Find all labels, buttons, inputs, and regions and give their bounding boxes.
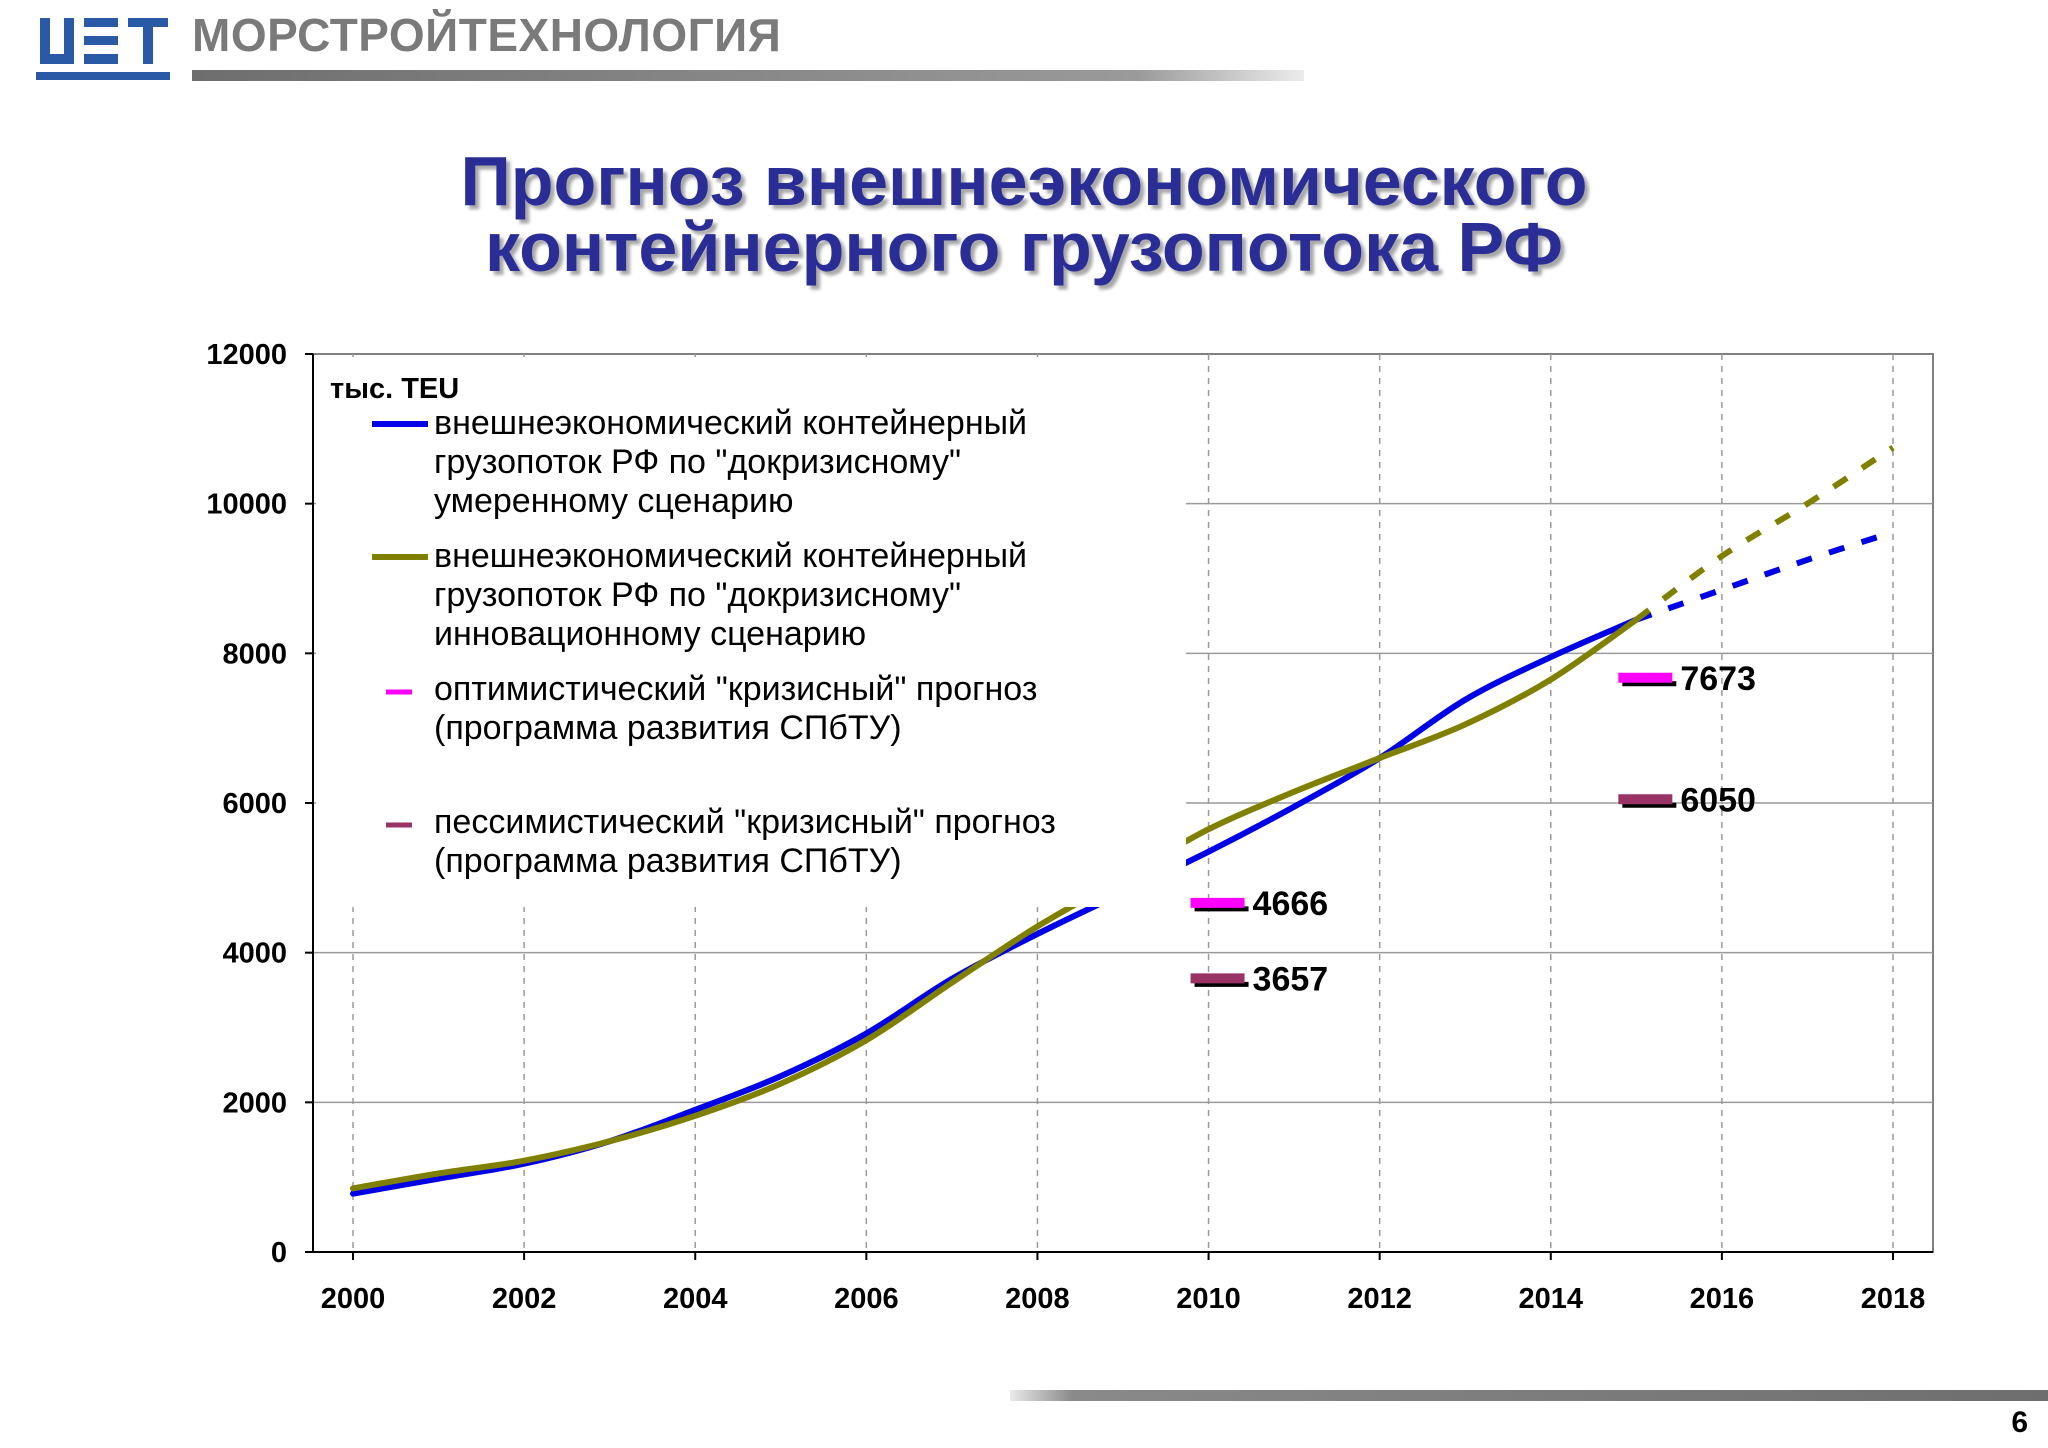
legend-label: инновационному сценарию <box>434 615 866 653</box>
data-label-optimistic: 7673 <box>1680 660 1756 698</box>
x-tick-label: 2012 <box>1347 1283 1412 1315</box>
page-title: Прогноз внешнеэкономического контейнерно… <box>0 142 2048 286</box>
page-number: 6 <box>2011 1406 2028 1439</box>
x-tick-label: 2014 <box>1519 1283 1584 1315</box>
y-tick-label: 10000 <box>206 489 287 521</box>
y-tick-label: 0 <box>271 1237 287 1269</box>
series-projection-innovative <box>1634 445 1895 623</box>
legend-label: оптимистический "кризисный" прогноз <box>434 670 1037 708</box>
legend-label: пессимистический "кризисный" прогноз <box>434 803 1056 841</box>
company-logo <box>36 18 170 80</box>
x-tick-label: 2002 <box>492 1283 557 1315</box>
data-label-pessimistic: 3657 <box>1253 960 1329 998</box>
y-tick-label: 12000 <box>206 339 287 371</box>
y-tick-label: 8000 <box>222 638 287 670</box>
x-tick-label: 2004 <box>663 1283 728 1315</box>
legend-label: внешнеэкономический контейнерный <box>434 404 1027 442</box>
legend-box <box>316 357 1186 907</box>
title-line-2: контейнерного грузопотока РФ <box>485 208 1563 286</box>
legend-label: грузопоток РФ по "докризисному" <box>434 443 961 481</box>
legend-label: (программа развития СПбТУ) <box>434 709 902 747</box>
header-divider <box>192 70 1304 81</box>
x-tick-label: 2010 <box>1176 1283 1241 1315</box>
footer-divider <box>1010 1390 2048 1401</box>
series-projection-moderate <box>1635 529 1894 623</box>
x-tick-label: 2008 <box>1005 1283 1070 1315</box>
legend-label: (программа развития СПбТУ) <box>434 842 902 880</box>
legend-label: грузопоток РФ по "докризисному" <box>434 576 961 614</box>
x-tick-label: 2006 <box>834 1283 899 1315</box>
title-line-1: Прогноз внешнеэкономического <box>460 142 1588 220</box>
x-tick-label: 2000 <box>321 1283 386 1315</box>
x-tick-label: 2016 <box>1690 1283 1755 1315</box>
y-tick-label: 2000 <box>222 1087 287 1119</box>
data-label-optimistic: 4666 <box>1253 885 1329 923</box>
series-line-innovative <box>350 616 1640 1192</box>
company-name: МОРСТРОЙТЕХНОЛОГИЯ <box>192 9 782 61</box>
data-label-pessimistic: 6050 <box>1680 781 1756 819</box>
legend-label: внешнеэкономический контейнерный <box>434 537 1027 575</box>
x-tick-label: 2018 <box>1861 1283 1926 1315</box>
y-tick-label: 6000 <box>222 788 287 820</box>
unit-label: тыс. TEU <box>330 373 459 405</box>
legend-label: умеренному сценарию <box>434 482 793 520</box>
y-tick-label: 4000 <box>222 938 287 970</box>
